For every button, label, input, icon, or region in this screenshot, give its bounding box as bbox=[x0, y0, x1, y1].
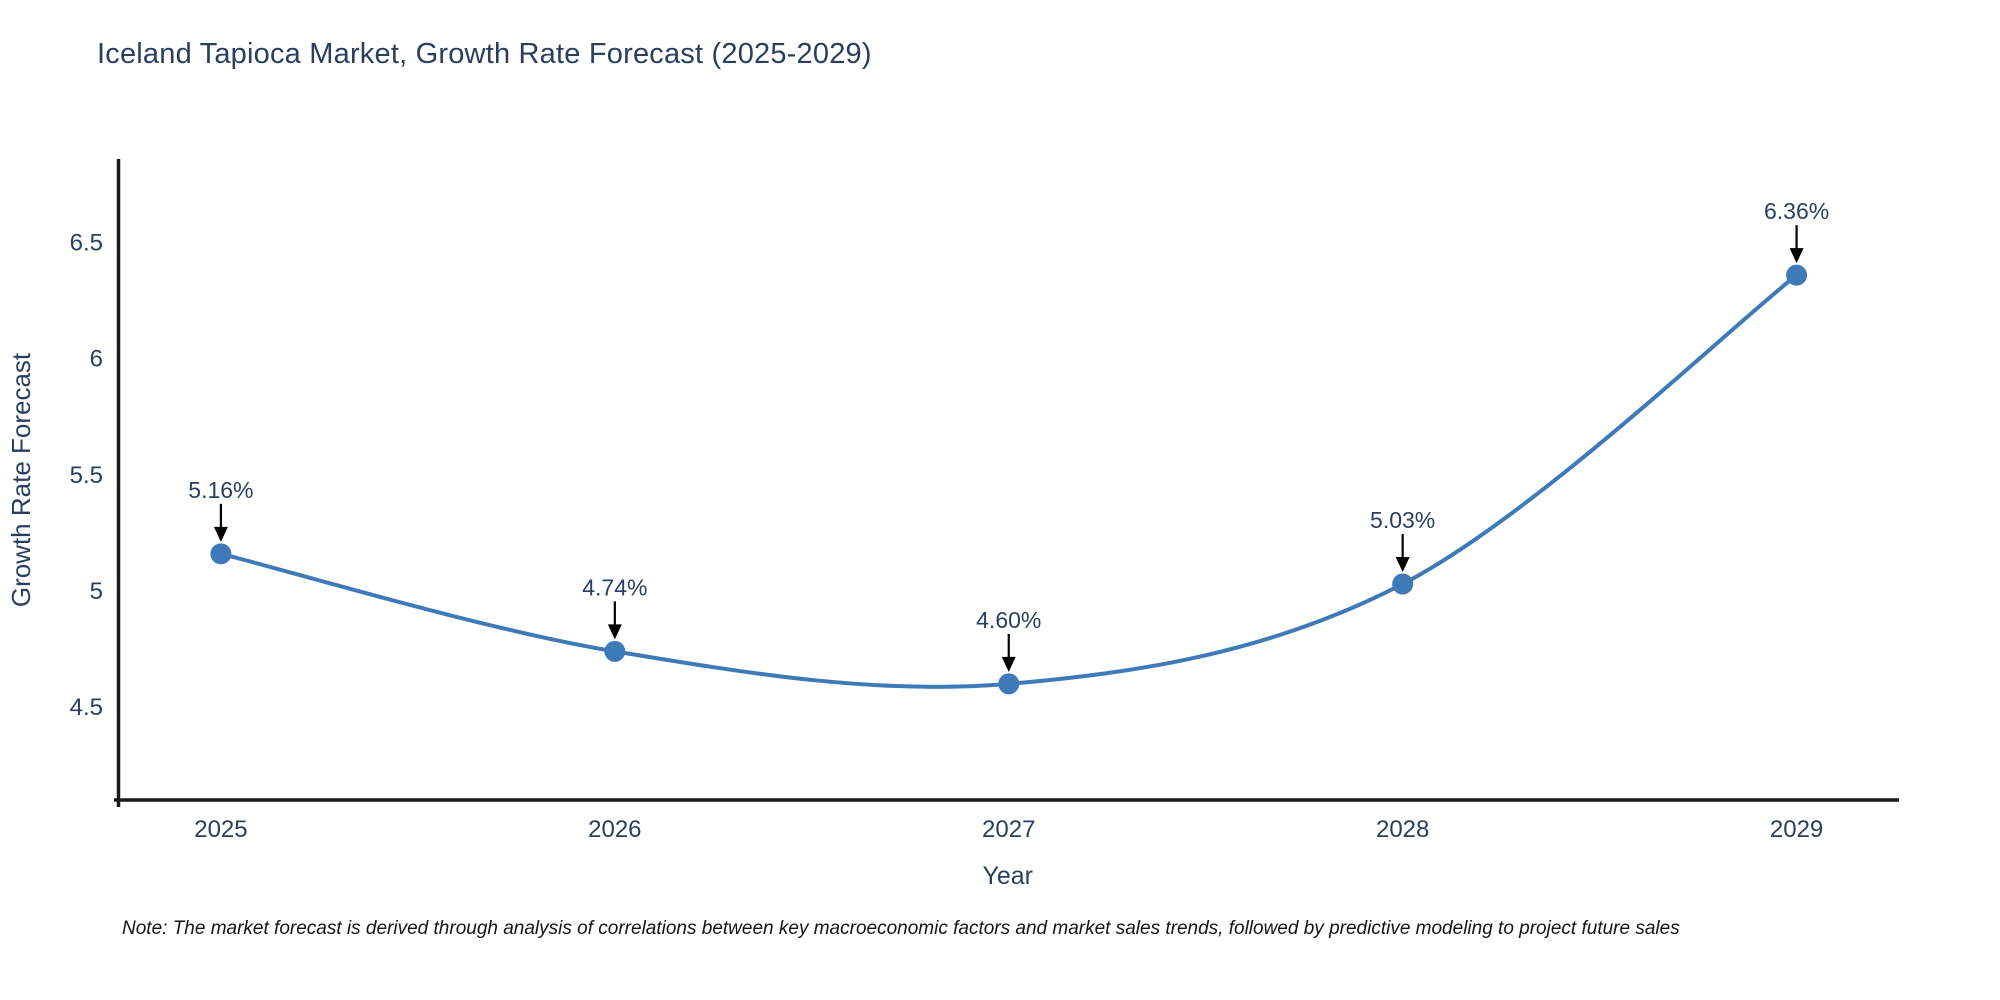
annotation-arrowhead-icon bbox=[213, 526, 228, 542]
data-point-marker bbox=[1786, 264, 1808, 286]
data-point-marker bbox=[1392, 573, 1414, 595]
data-point-marker bbox=[604, 640, 626, 662]
y-tick-label: 6 bbox=[90, 346, 103, 373]
y-tick-label: 6.5 bbox=[70, 230, 103, 257]
point-annotation-label: 4.60% bbox=[976, 607, 1041, 633]
annotation-arrowhead-icon bbox=[607, 624, 622, 640]
y-tick-label: 4.5 bbox=[70, 694, 103, 721]
data-point-marker bbox=[998, 673, 1020, 695]
y-tick-label: 5.5 bbox=[70, 462, 103, 489]
data-point-marker bbox=[210, 543, 232, 565]
x-tick-label: 2027 bbox=[982, 816, 1035, 843]
x-tick-label: 2025 bbox=[194, 816, 247, 843]
annotation-arrowhead-icon bbox=[1789, 248, 1804, 264]
chart-title: Iceland Tapioca Market, Growth Rate Fore… bbox=[97, 38, 872, 70]
point-annotation-label: 5.16% bbox=[188, 477, 253, 503]
point-annotation-label: 5.03% bbox=[1370, 507, 1435, 533]
y-tick-label: 5 bbox=[90, 578, 103, 605]
x-tick-label: 2029 bbox=[1770, 816, 1823, 843]
x-axis-title: Year bbox=[982, 862, 1033, 890]
footnote: Note: The market forecast is derived thr… bbox=[122, 918, 1680, 939]
y-axis-title: Growth Rate Forecast bbox=[6, 352, 36, 607]
point-annotation-label: 6.36% bbox=[1764, 198, 1829, 224]
annotation-arrowhead-icon bbox=[1001, 656, 1016, 672]
point-annotation-label: 4.74% bbox=[582, 574, 647, 600]
annotation-arrowhead-icon bbox=[1395, 557, 1410, 573]
x-tick-label: 2026 bbox=[588, 816, 641, 843]
x-tick-label: 2028 bbox=[1376, 816, 1429, 843]
